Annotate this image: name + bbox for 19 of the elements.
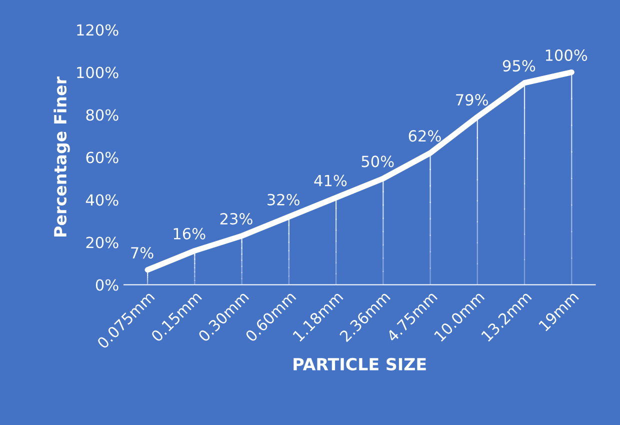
data-label: 16% — [174, 228, 206, 240]
data-label: 62% — [408, 130, 441, 142]
y-tick-label: 40% — [86, 194, 118, 206]
y-axis-title: Percentage Finer — [54, 76, 70, 236]
data-label: 100% — [546, 49, 588, 61]
y-tick-label: 60% — [86, 152, 118, 164]
data-label: 23% — [220, 213, 252, 225]
y-tick-label: 80% — [86, 109, 118, 121]
y-tick-label: 20% — [86, 236, 118, 248]
data-label: 50% — [362, 156, 394, 168]
y-tick-label: 100% — [77, 66, 118, 78]
data-label: 95% — [502, 60, 536, 72]
y-tick-label: 120% — [77, 24, 118, 36]
data-label: 32% — [268, 194, 300, 206]
data-label: 41% — [314, 174, 347, 186]
x-axis-title: PARTICLE SIZE — [294, 358, 426, 370]
data-label: 7% — [131, 247, 154, 259]
data-label: 79% — [456, 94, 488, 106]
y-tick-label: 0% — [96, 279, 118, 291]
